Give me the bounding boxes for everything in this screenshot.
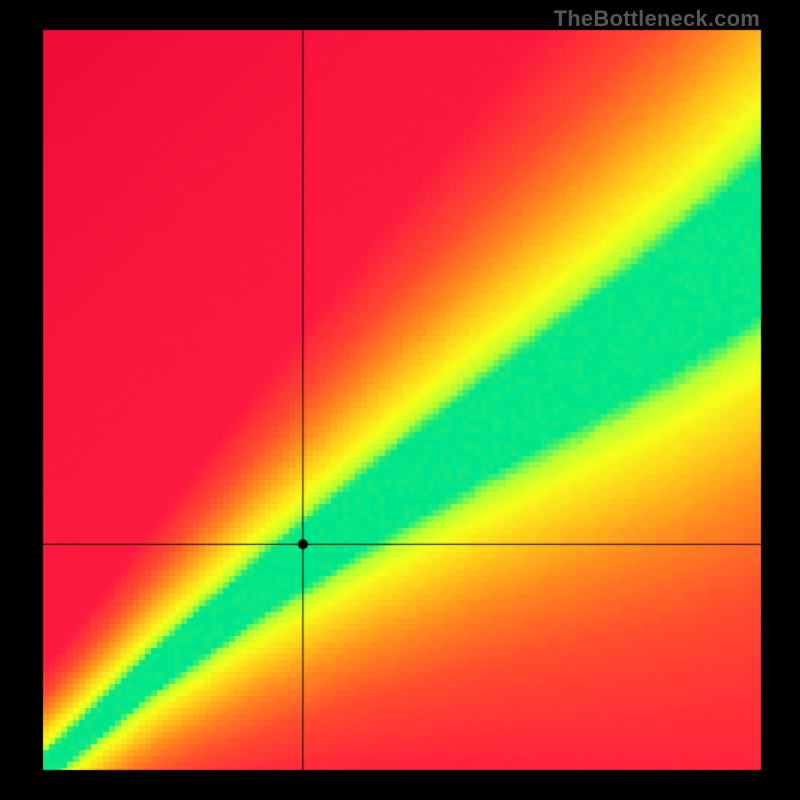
watermark-text: TheBottleneck.com	[554, 6, 760, 32]
heatmap-canvas	[0, 0, 800, 800]
chart-frame: TheBottleneck.com	[0, 0, 800, 800]
